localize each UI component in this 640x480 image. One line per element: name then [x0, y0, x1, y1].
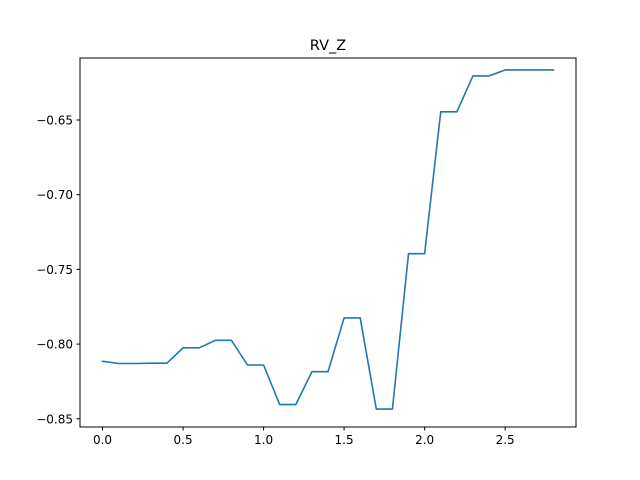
plot-lines: [101, 69, 555, 410]
x-tick-label: 2.0: [415, 433, 434, 447]
y-tick-label: −0.65: [36, 113, 73, 127]
plot-frame: [79, 57, 577, 428]
series-line: [101, 69, 555, 410]
x-tick-label: 1.0: [254, 433, 273, 447]
y-axis: −0.65 −0.70 −0.75 −0.80 −0.85: [36, 113, 80, 426]
x-axis: 0.0 0.5 1.0 1.5 2.0 2.5: [93, 427, 515, 447]
y-tick-label: −0.70: [36, 188, 73, 202]
y-tick-label: −0.80: [36, 338, 73, 352]
chart-title: RV_Z: [310, 38, 346, 54]
x-tick-label: 0.0: [93, 433, 112, 447]
x-tick-label: 2.5: [496, 433, 515, 447]
y-tick-label: −0.75: [36, 263, 73, 277]
x-tick-label: 0.5: [174, 433, 193, 447]
x-tick-label: 1.5: [335, 433, 354, 447]
y-tick-label: −0.85: [36, 412, 73, 426]
